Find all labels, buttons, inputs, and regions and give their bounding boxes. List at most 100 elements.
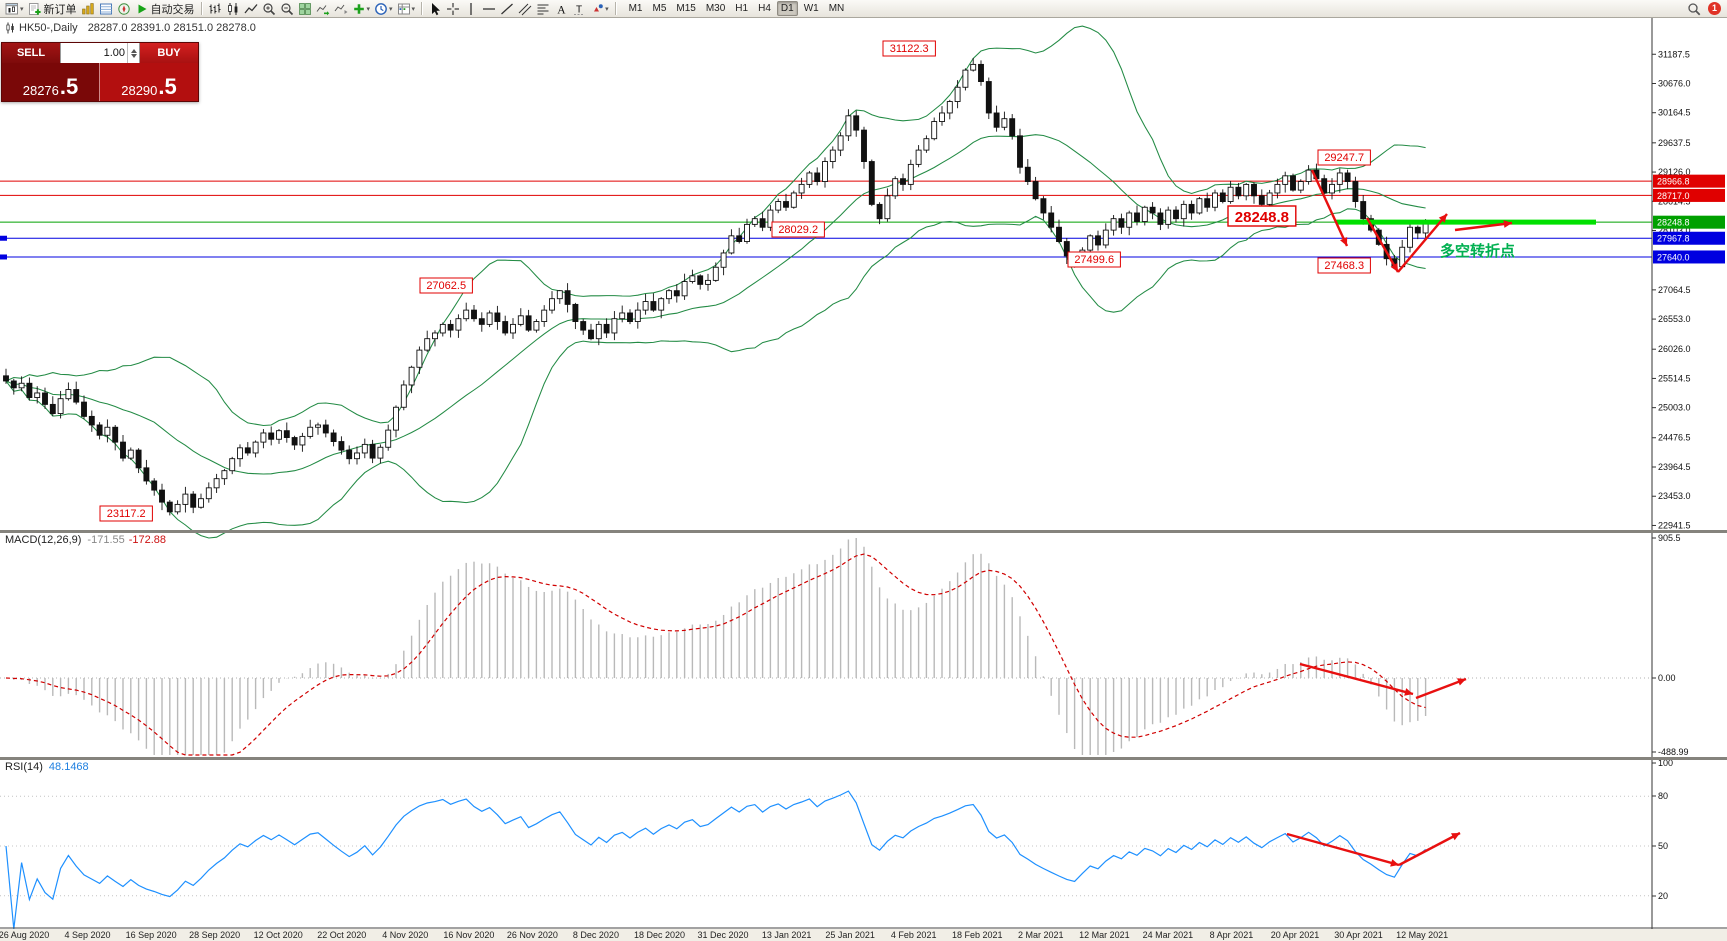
svg-text:27499.6: 27499.6 — [1074, 254, 1114, 266]
timeframe-m1[interactable]: M1 — [628, 3, 643, 14]
line-anchor[interactable] — [0, 254, 7, 260]
price-label[interactable] — [1317, 149, 1371, 166]
candles[interactable] — [3, 57, 1429, 516]
timeframe-w1[interactable]: W1 — [803, 3, 819, 14]
date-label: 31 Dec 2020 — [697, 930, 749, 940]
bollinger-band — [5, 134, 1426, 475]
search-icon — [1687, 2, 1701, 16]
channel-tool-button[interactable] — [516, 1, 534, 17]
time-axis[interactable]: 26 Aug 2020 4 Sep 2020 16 Sep 2020 28 Sep 2… — [0, 929, 1727, 941]
y-axis-tick: 25514.5 — [1658, 373, 1691, 383]
auto-scroll-button[interactable] — [314, 1, 332, 17]
trendline-tool-button[interactable] — [498, 1, 516, 17]
date-label: 18 Feb 2021 — [951, 930, 1003, 940]
date-label: 26 Aug 2020 — [0, 930, 50, 940]
price-labels[interactable]: 31122.3 29247.7 28248.8 28029.2 27499.6 27468… — [99, 40, 1371, 522]
chart-canvas[interactable]: 31122.3 29247.7 28248.8 28029.2 27499.6 27468… — [0, 18, 1727, 929]
arrow-head — [1457, 678, 1466, 686]
tile-windows-button[interactable] — [296, 1, 314, 17]
sell-button[interactable]: SELL — [2, 43, 60, 63]
pane-separator[interactable] — [0, 530, 1727, 533]
timeframe-h4[interactable]: H4 — [758, 3, 771, 14]
timeframe-mn[interactable]: MN — [828, 3, 845, 14]
crosshair-tool-button[interactable] — [444, 1, 462, 17]
buy-price[interactable]: 28290.5 — [100, 63, 198, 101]
y-axis-tick: 30164.5 — [1658, 108, 1691, 118]
date-label: 4 Feb 2021 — [890, 930, 937, 940]
price-label[interactable] — [99, 505, 153, 522]
volume-stepper[interactable] — [127, 43, 139, 63]
periods-button[interactable]: ▾ — [372, 1, 395, 17]
chart-shift-button[interactable] — [332, 1, 350, 17]
price-label[interactable] — [1317, 257, 1371, 274]
candlestick-chart-type-button[interactable] — [224, 1, 242, 17]
navigator-button[interactable] — [115, 1, 133, 17]
text-tool-button[interactable]: A — [552, 1, 570, 17]
y-axis-tick: 27064.5 — [1658, 285, 1691, 295]
macd-scale-label: 905.5 — [1658, 533, 1681, 543]
trend-arrow — [1299, 662, 1414, 696]
date-label: 12 May 2021 — [1396, 930, 1449, 940]
stepper-down-icon[interactable] — [130, 53, 137, 58]
search-button[interactable] — [1685, 1, 1703, 17]
auto-scroll-icon — [316, 2, 330, 16]
horizontal-line-tool-button[interactable] — [480, 1, 498, 17]
svg-text:28717.0: 28717.0 — [1657, 191, 1690, 201]
price-tag — [1653, 188, 1725, 202]
market-watch-button[interactable] — [79, 1, 97, 17]
macd-histogram — [13, 538, 1427, 755]
price-label[interactable] — [1067, 251, 1121, 268]
new-chart-button[interactable]: ▾ — [3, 1, 26, 17]
date-label: 24 Mar 2021 — [1142, 930, 1194, 940]
y-axis-tick: 22941.5 — [1658, 520, 1691, 530]
templates-button[interactable]: ▾ — [395, 1, 418, 17]
chevron-down-icon: ▾ — [366, 5, 371, 13]
stepper-up-icon[interactable] — [130, 48, 137, 53]
new-order-button[interactable]: 新订单 — [26, 1, 79, 17]
price-label[interactable] — [419, 277, 473, 294]
fibonacci-tool-button[interactable] — [534, 1, 552, 17]
data-window-button[interactable] — [97, 1, 115, 17]
chart-window-icon — [5, 2, 19, 16]
price-tag — [1653, 215, 1725, 229]
timeframe-m15[interactable]: M15 — [676, 3, 696, 14]
date-label: 16 Nov 2020 — [443, 930, 495, 940]
price-label[interactable] — [882, 40, 936, 57]
notification-badge[interactable]: 1 — [1708, 2, 1721, 15]
vertical-line-icon — [464, 2, 478, 16]
vertical-line-tool-button[interactable] — [462, 1, 480, 17]
fibonacci-icon — [536, 2, 550, 16]
volume-value[interactable]: 1.00 — [103, 47, 125, 59]
svg-text:28029.2: 28029.2 — [778, 224, 818, 236]
note-annotation[interactable]: 多空转折点 — [1440, 242, 1515, 260]
text-label-tool-button[interactable]: T — [570, 1, 588, 17]
zoom-in-button[interactable] — [260, 1, 278, 17]
chart-shift-icon — [334, 2, 348, 16]
volume-input[interactable]: 1.00 — [60, 43, 140, 63]
buy-button[interactable]: BUY — [140, 43, 198, 63]
bar-chart-type-button[interactable] — [206, 1, 224, 17]
pane-separator[interactable] — [0, 757, 1727, 760]
indicators-plus-icon — [352, 2, 366, 16]
timeframe-d1[interactable]: D1 — [776, 1, 798, 16]
arrows-tool-button[interactable]: ▾ — [588, 1, 611, 17]
price-label[interactable] — [771, 221, 825, 238]
price-label[interactable] — [1227, 205, 1297, 227]
indicators-button[interactable]: ▾ — [350, 1, 373, 17]
arrow-head — [1390, 859, 1399, 867]
timeframe-m5[interactable]: M5 — [652, 3, 667, 14]
timeframe-m30[interactable]: M30 — [705, 3, 726, 14]
line-chart-type-button[interactable] — [242, 1, 260, 17]
timeframe-h1[interactable]: H1 — [735, 3, 749, 14]
macd-scale-label: -488.99 — [1658, 747, 1689, 757]
line-anchor[interactable] — [0, 235, 7, 241]
zoom-out-icon — [280, 2, 294, 16]
cursor-icon — [428, 2, 442, 16]
sell-price[interactable]: 28276.5 — [2, 63, 100, 101]
cursor-tool-button[interactable] — [426, 1, 444, 17]
auto-trading-button[interactable]: 自动交易 — [133, 1, 197, 17]
trend-arrow — [1365, 217, 1400, 273]
trend-arrow — [1398, 831, 1461, 867]
zoom-out-button[interactable] — [278, 1, 296, 17]
trend-arrows[interactable] — [1286, 169, 1513, 867]
